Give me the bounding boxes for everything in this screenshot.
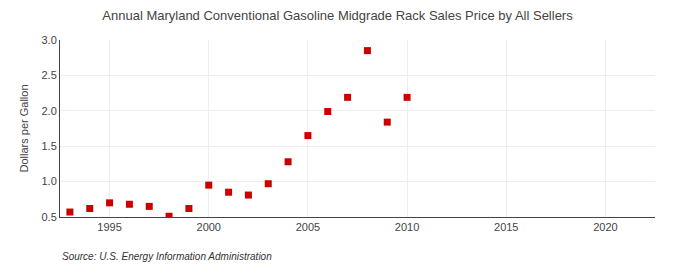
svg-text:Dollars per Gallon: Dollars per Gallon (18, 84, 30, 172)
svg-text:2.0: 2.0 (42, 105, 57, 117)
svg-text:3.0: 3.0 (42, 34, 57, 46)
svg-text:1.5: 1.5 (42, 140, 57, 152)
svg-text:1995: 1995 (97, 221, 121, 233)
svg-text:2000: 2000 (197, 221, 221, 233)
svg-text:2015: 2015 (494, 221, 518, 233)
svg-text:2005: 2005 (296, 221, 320, 233)
svg-text:Annual Maryland Conventional G: Annual Maryland Conventional Gasoline Mi… (102, 8, 573, 23)
svg-text:0.5: 0.5 (42, 211, 57, 223)
svg-text:1.0: 1.0 (42, 175, 57, 187)
svg-text:2.5: 2.5 (42, 69, 57, 81)
svg-text:2020: 2020 (593, 221, 617, 233)
svg-text:Source: U.S. Energy Informatio: Source: U.S. Energy Information Administ… (62, 251, 272, 262)
svg-text:2010: 2010 (395, 221, 419, 233)
